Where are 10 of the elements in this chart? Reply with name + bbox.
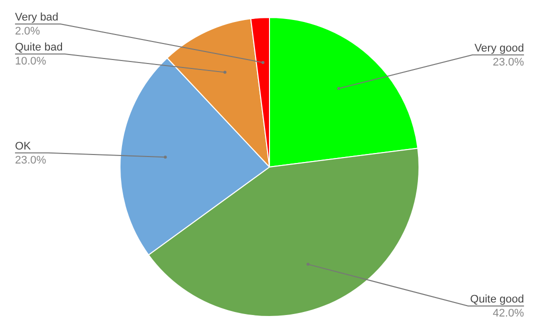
data-label: 23.0% (15, 154, 46, 166)
slice-label: OK (15, 140, 32, 152)
data-label: 23.0% (492, 56, 524, 68)
data-label: 10.0% (15, 56, 46, 68)
slice-label: Very bad (15, 12, 58, 24)
slice-label: Very good (474, 42, 524, 54)
data-label: 2.0% (15, 26, 40, 38)
data-label: 42.0% (492, 308, 524, 320)
slice-label: Quite good (470, 294, 524, 306)
slice-label: Quite bad (15, 42, 63, 54)
